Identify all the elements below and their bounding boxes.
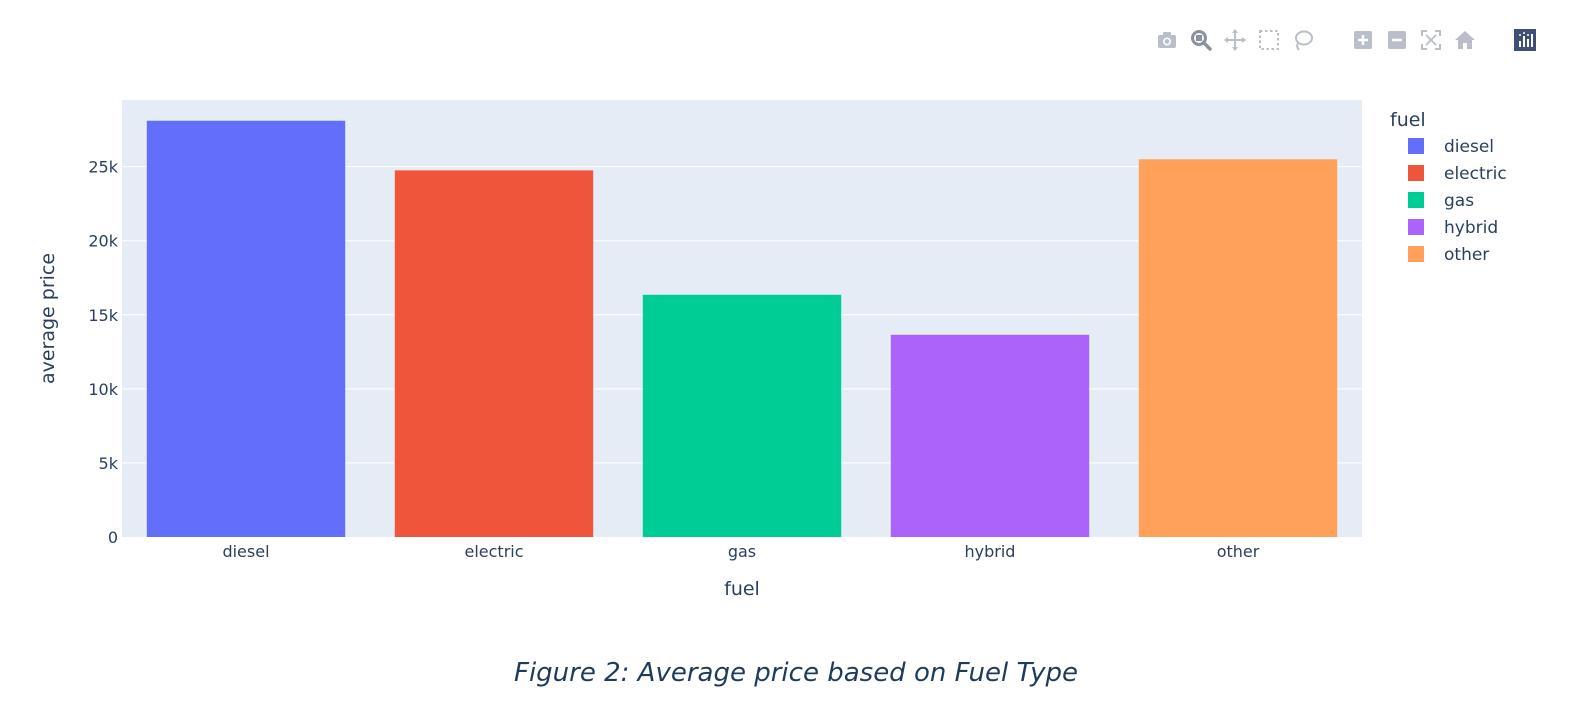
y-tick-label: 10k [88,380,118,399]
y-tick-label: 15k [88,306,118,325]
plotly-logo-icon [1514,29,1536,51]
lasso-select-icon [1295,30,1313,51]
legend-label: electric [1444,164,1507,184]
legend-label: diesel [1444,137,1494,157]
x-tick-label: other [1217,542,1260,561]
bar-gas [642,294,842,537]
pan-icon [1224,29,1246,51]
bar-other [1138,159,1338,537]
bar-hybrid [890,334,1090,537]
bar-diesel [146,120,346,537]
legend-swatch-electric [1408,165,1424,181]
legend-swatch-other [1408,246,1424,262]
legend-swatch-gas [1408,192,1424,208]
plotly-logo-button[interactable] [1510,25,1540,55]
reset-axes-icon [1455,31,1475,49]
x-tick-label: hybrid [965,542,1016,561]
box-select-button[interactable] [1254,25,1284,55]
box-select-icon [1259,30,1279,50]
figure-caption: Figure 2: Average price based on Fuel Ty… [514,658,1078,688]
zoom-in-button[interactable] [1348,25,1378,55]
autoscale-icon [1421,30,1441,50]
zoom-button[interactable] [1186,25,1216,55]
pan-button[interactable] [1220,25,1250,55]
legend-label: other [1444,245,1489,265]
legend-swatch-diesel [1408,138,1424,154]
legend-label: gas [1444,191,1474,211]
bar-chart: diesel electric gas hybrid other 0 5k 10k 15k 20k… [37,100,1507,600]
x-tick-label: electric [464,542,523,561]
legend-label: hybrid [1444,218,1498,238]
reset-axes-button[interactable] [1450,25,1480,55]
y-tick-label: 5k [99,454,119,473]
autoscale-button[interactable] [1416,25,1446,55]
x-tick-label: gas [728,542,756,561]
camera-button[interactable] [1152,25,1182,55]
y-tick-label: 25k [88,158,118,177]
legend-title: fuel [1390,109,1426,131]
zoom-out-button[interactable] [1382,25,1412,55]
bar-electric [394,170,594,537]
modebar [1152,22,1540,58]
y-tick-label: 20k [88,232,118,251]
zoom-icon [1191,30,1212,51]
camera-icon [1158,32,1176,48]
zoom-out-icon [1388,31,1406,49]
x-axis-label: fuel [724,578,760,600]
zoom-in-icon [1354,31,1372,49]
y-axis-label: average price [37,253,59,384]
lasso-select-button[interactable] [1288,25,1318,55]
legend-swatch-hybrid [1408,219,1424,235]
y-tick-label: 0 [108,528,118,547]
x-tick-label: diesel [222,542,269,561]
